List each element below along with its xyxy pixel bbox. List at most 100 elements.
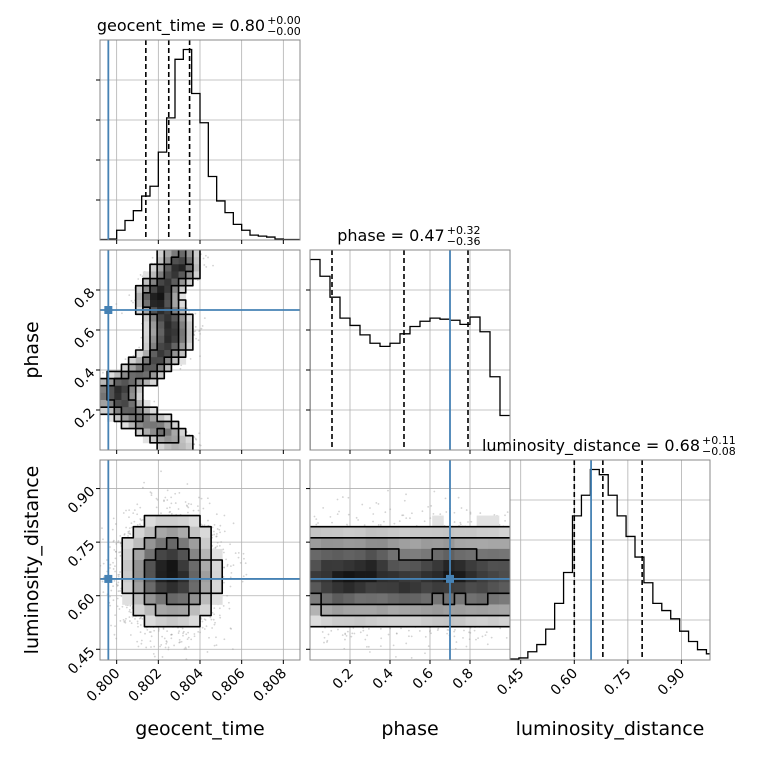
- density-cell: [128, 371, 137, 379]
- density-cell: [178, 357, 187, 365]
- sample-point: [112, 599, 115, 602]
- density-cell: [150, 364, 158, 372]
- sample-point: [198, 432, 201, 435]
- sample-point: [197, 339, 200, 342]
- sample-point: [140, 642, 143, 645]
- sample-point: [218, 528, 221, 531]
- hist-step-geocent_time: [100, 48, 300, 240]
- density-cell: [150, 342, 158, 351]
- sample-point: [168, 506, 171, 509]
- density-cell: [114, 378, 122, 387]
- density-cell: [150, 307, 158, 315]
- density-cell: [185, 250, 194, 258]
- density-cell: [142, 407, 151, 415]
- density-cell: [107, 385, 115, 394]
- density-cell: [121, 407, 129, 415]
- density-cell: [100, 378, 108, 387]
- density-cell: [114, 371, 122, 379]
- sample-point: [179, 367, 182, 370]
- density-cell: [142, 314, 151, 322]
- density-cell: [114, 407, 122, 415]
- sample-point: [140, 519, 143, 522]
- density-cell: [164, 264, 172, 272]
- sample-point: [222, 548, 225, 551]
- density-cell: [164, 350, 172, 358]
- density-cell: [164, 414, 172, 422]
- hist-panel-geocent_time: [100, 40, 300, 240]
- density-cell: [142, 364, 151, 372]
- density-cell: [178, 264, 187, 272]
- density-cell: [135, 350, 144, 358]
- density-cell: [164, 292, 172, 301]
- density-cell: [107, 378, 115, 387]
- density-cell: [164, 250, 172, 258]
- sample-point: [213, 607, 216, 610]
- sample-point: [118, 551, 120, 554]
- density-cell: [164, 321, 172, 329]
- density-cell: [164, 442, 172, 450]
- sample-point: [212, 264, 214, 267]
- density-cell: [135, 414, 144, 422]
- density-cell: [150, 407, 158, 415]
- density-cell: [142, 328, 151, 337]
- sample-point: [186, 505, 189, 508]
- sample-point: [193, 443, 196, 446]
- sample-point: [158, 628, 160, 630]
- density-cell: [171, 307, 179, 315]
- density-cell: [128, 357, 137, 365]
- density-cell: [185, 335, 194, 344]
- density-cell: [164, 314, 172, 322]
- density-cell: [121, 414, 129, 422]
- density-cell: [164, 257, 172, 265]
- sample-point: [140, 336, 143, 339]
- density-cell: [185, 278, 194, 287]
- sample-point: [194, 330, 197, 332]
- sample-point: [128, 610, 131, 613]
- sample-point: [202, 257, 205, 260]
- density-cell: [121, 371, 129, 379]
- sample-point: [151, 256, 154, 259]
- density-cell: [157, 364, 165, 372]
- sample-point: [165, 642, 168, 645]
- sample-point: [115, 637, 118, 640]
- sample-point: [177, 632, 180, 634]
- sample-point: [199, 444, 202, 447]
- hist-panel-phase-border: [309, 249, 511, 451]
- sample-point: [223, 581, 225, 584]
- sample-point: [229, 565, 232, 568]
- sample-point: [117, 575, 120, 578]
- density-cell: [157, 342, 165, 351]
- density-cell: [150, 378, 158, 387]
- sample-point: [109, 567, 111, 569]
- density-cell: [178, 257, 187, 265]
- sample-point: [93, 397, 95, 399]
- density-cell: [171, 321, 179, 329]
- sample-point: [205, 625, 208, 628]
- hist-luminosity_distance: [510, 460, 710, 660]
- hist-geocent_time: [100, 40, 300, 240]
- density-cell: [135, 428, 144, 437]
- sample-point: [186, 307, 188, 310]
- density-cell: [157, 321, 165, 329]
- density-cell: [142, 371, 151, 379]
- density-cell: [178, 350, 187, 358]
- sample-point: [136, 620, 139, 623]
- sample-point: [95, 386, 97, 388]
- sample-point: [90, 390, 92, 392]
- sample-point: [201, 626, 204, 629]
- density-cell: [171, 442, 179, 450]
- density-cell: [157, 250, 165, 258]
- contour-line: [106, 250, 194, 437]
- density-cell: [107, 392, 115, 401]
- density-cell: [157, 414, 165, 422]
- density-cell: [164, 435, 172, 444]
- density-cell: [157, 350, 165, 358]
- density-cell: [157, 328, 165, 337]
- density-cell: [171, 271, 179, 279]
- density-cell: [107, 407, 115, 415]
- sample-point: [189, 357, 192, 360]
- density-cell: [164, 421, 172, 429]
- density-cell: [164, 285, 172, 294]
- density-cell: [157, 442, 165, 450]
- density-cell: [171, 328, 179, 337]
